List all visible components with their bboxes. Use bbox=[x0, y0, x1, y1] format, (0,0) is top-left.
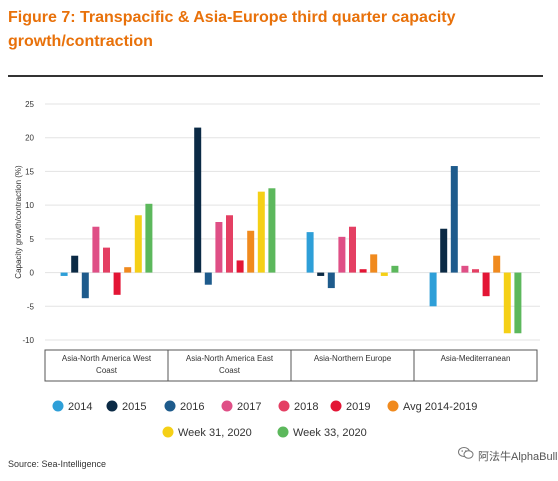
y-tick-label: 20 bbox=[25, 134, 34, 143]
bar bbox=[113, 272, 121, 295]
legend-marker bbox=[278, 400, 290, 412]
y-tick-label: -5 bbox=[27, 302, 35, 311]
legend-marker bbox=[330, 400, 342, 412]
title-divider bbox=[8, 75, 543, 77]
bar bbox=[503, 272, 511, 334]
category-label: Asia-North America West bbox=[62, 354, 152, 363]
bar bbox=[257, 191, 265, 273]
source-note: Source: Sea-Intelligence bbox=[8, 459, 107, 469]
y-tick-label: 10 bbox=[25, 201, 34, 210]
legend-label: 2015 bbox=[122, 401, 146, 413]
bar bbox=[268, 188, 276, 273]
legend-label: 2017 bbox=[237, 401, 261, 413]
bar bbox=[92, 226, 100, 273]
figure-title: Figure 7: Transpacific & Asia-Europe thi… bbox=[8, 9, 456, 50]
bar bbox=[60, 272, 68, 276]
category-label: Coast bbox=[96, 366, 118, 375]
bar bbox=[124, 267, 132, 273]
legend-label: Avg 2014-2019 bbox=[403, 401, 477, 413]
y-tick-label: -10 bbox=[22, 336, 34, 345]
y-tick-label: 5 bbox=[30, 235, 35, 244]
category-label: Coast bbox=[219, 366, 241, 375]
bar bbox=[349, 226, 356, 273]
legend-marker bbox=[52, 400, 64, 412]
bar bbox=[514, 272, 522, 334]
bar bbox=[429, 272, 437, 307]
y-tick-label: 0 bbox=[30, 269, 35, 278]
bar bbox=[461, 265, 469, 273]
legend-label: 2016 bbox=[180, 401, 204, 413]
legend-marker bbox=[164, 400, 176, 412]
y-tick-label: 15 bbox=[25, 167, 34, 176]
bar bbox=[317, 272, 325, 276]
legend-marker bbox=[387, 400, 399, 412]
bar bbox=[370, 254, 378, 273]
bar bbox=[145, 203, 153, 273]
bar bbox=[327, 272, 335, 289]
legend-label: 2014 bbox=[68, 401, 92, 413]
bar bbox=[215, 222, 223, 273]
legend-label: 2018 bbox=[294, 401, 318, 413]
bar bbox=[472, 269, 479, 273]
category-label: Asia-Northern Europe bbox=[314, 354, 392, 363]
bar bbox=[493, 255, 501, 273]
legend-marker bbox=[162, 426, 174, 438]
watermark-text: 阿法牛AlphaBull bbox=[478, 451, 558, 463]
legend-marker bbox=[277, 426, 289, 438]
category-label: Asia-Mediterranean bbox=[441, 354, 511, 363]
y-tick-label: 25 bbox=[25, 100, 34, 109]
bar bbox=[226, 215, 233, 273]
legend-label: Week 31, 2020 bbox=[178, 427, 252, 439]
bar bbox=[306, 232, 314, 273]
legend-marker bbox=[106, 400, 118, 412]
bar bbox=[482, 272, 490, 297]
bar bbox=[338, 236, 346, 273]
y-axis-label: Capacity growth/contraction (%) bbox=[14, 165, 23, 279]
bar bbox=[103, 247, 110, 273]
bar bbox=[450, 166, 458, 273]
bar bbox=[359, 269, 367, 273]
bar bbox=[194, 127, 202, 273]
bar bbox=[204, 272, 212, 285]
bar bbox=[134, 215, 142, 273]
bar bbox=[247, 230, 255, 273]
bar bbox=[236, 260, 244, 273]
bar bbox=[81, 272, 89, 299]
legend-label: 2019 bbox=[346, 401, 370, 413]
legend-label: Week 33, 2020 bbox=[293, 427, 367, 439]
bar bbox=[380, 272, 388, 276]
legend-marker bbox=[221, 400, 233, 412]
wechat-icon bbox=[458, 447, 474, 459]
bar bbox=[440, 228, 448, 273]
bar bbox=[391, 265, 399, 273]
bar bbox=[71, 255, 79, 273]
category-label: Asia-North America East bbox=[186, 354, 274, 363]
